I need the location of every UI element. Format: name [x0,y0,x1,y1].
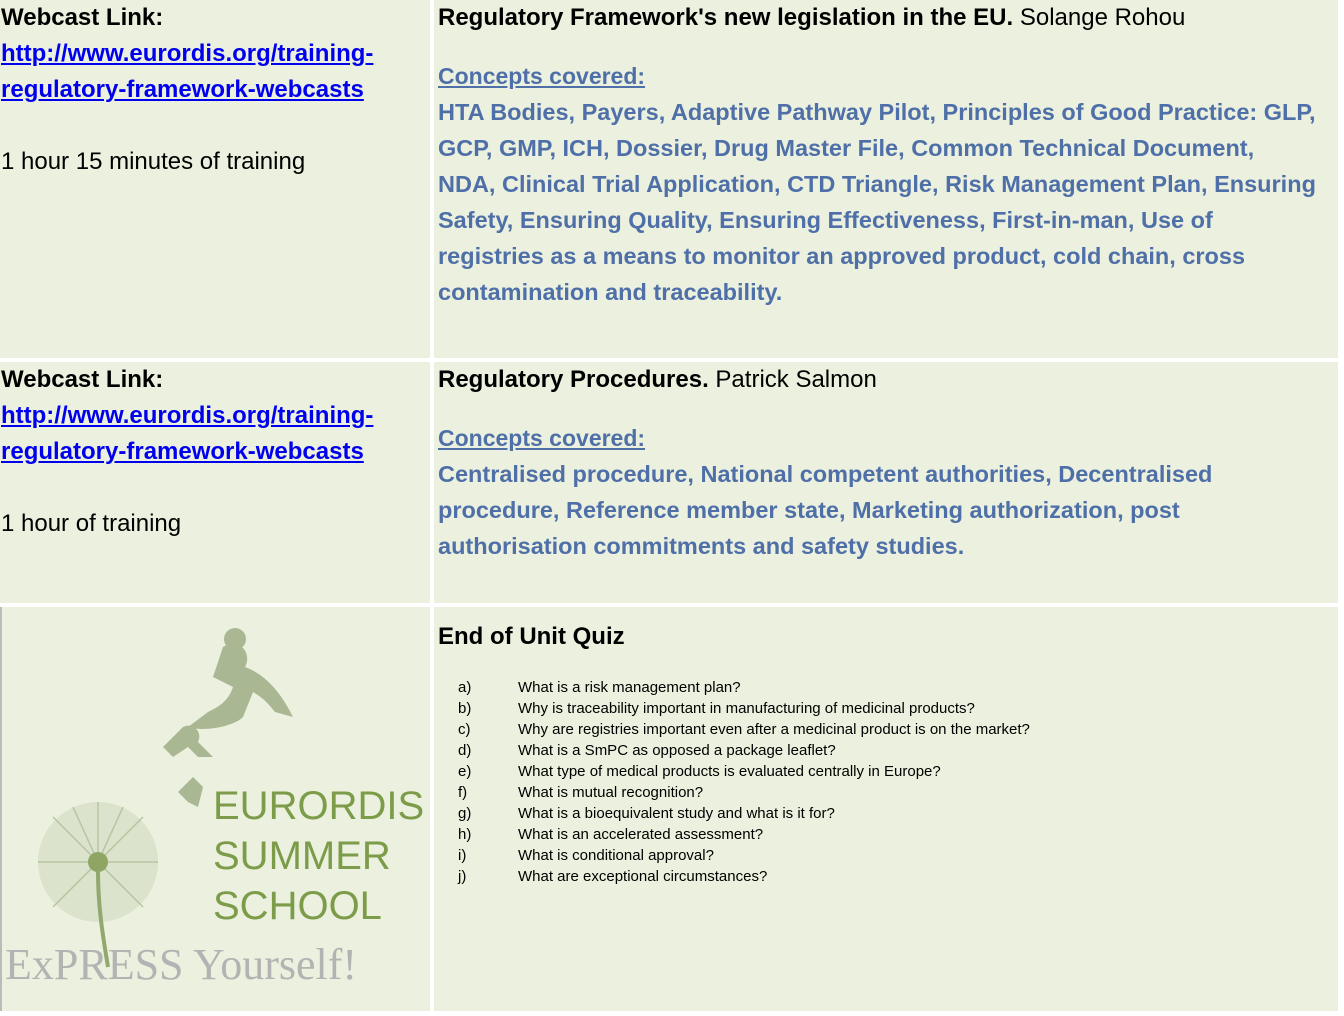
logo-tagline: ExPRESS Yourself! [5,940,357,989]
logo-line: SUMMER [213,834,391,878]
quiz-item: h) What is an accelerated assessment? [438,824,1338,845]
quiz-question: What is conditional approval? [518,847,714,864]
webcast-link[interactable]: regulatory-framework-webcasts [1,76,364,103]
quiz-question: What is an accelerated assessment? [518,826,764,843]
spacer [1,470,430,506]
quiz-item: g) What is a bioequivalent study and what… [438,803,1338,824]
logo-line: EURORDIS [213,784,424,828]
spacer [438,398,1338,420]
spacer [438,36,1338,58]
duration: 1 hour 15 minutes of training [1,148,306,175]
dandelion [38,802,158,968]
quiz-list: a) What is a risk management plan? b) Why i… [438,677,1338,887]
speaker: Patrick Salmon [715,366,877,393]
concepts-heading: Concepts covered: [438,63,646,89]
quiz-question: What is a SmPC as opposed a package leaf… [518,742,836,759]
webcast-label: Webcast Link: [1,366,164,393]
session-heading: Regulatory Framework's new legislation i… [438,0,1338,36]
quiz-letter: f) [458,784,468,801]
logo-figures [163,628,293,807]
left-cell: Webcast Link: http://www.eurordis.org/tra… [0,362,430,603]
quiz-letter: g) [458,805,472,822]
quiz-letter: j) [458,868,467,885]
quiz-question: What is a risk management plan? [518,679,741,696]
session-heading: Regulatory Procedures. Patrick Salmon [438,362,1338,398]
quiz-letter: b) [458,700,472,717]
quiz-letter: e) [458,763,472,780]
spacer [1,108,430,144]
quiz-question: What is a bioequivalent study and what i… [518,805,835,822]
quiz-letter: i) [458,847,467,864]
quiz-title: End of Unit Quiz [438,623,625,650]
quiz-letter: a) [458,679,472,696]
concepts: Centralised procedure, National competen… [438,461,1213,559]
logo-cell: EURORDIS SUMMER SCHOOL ExPRESS Yourself! [0,607,430,1011]
right-cell: Regulatory Procedures. Patrick Salmon Co… [434,362,1338,603]
duration: 1 hour of training [1,510,182,537]
quiz-question: Why is traceability important in manufac… [518,700,975,717]
link-line-wrap: http://www.eurordis.org/training- [1,398,430,434]
quiz-letter: c) [458,721,471,738]
quiz-item: f) What is mutual recognition? [438,782,1338,803]
session-title: Regulatory Framework's new legislation i… [438,4,1014,31]
quiz-letter: h) [458,826,472,843]
quiz-item: e) What type of medical products is evalu… [438,761,1338,782]
session-title: Regulatory Procedures. [438,366,709,393]
logo: EURORDIS SUMMER SCHOOL ExPRESS Yourself! [5,628,424,989]
concepts: HTA Bodies, Payers, Adaptive Pathway Pil… [438,99,1316,305]
quiz-question: What is mutual recognition? [518,784,704,801]
quiz-letter: d) [458,742,472,759]
webcast-link[interactable]: regulatory-framework-webcasts [1,438,364,465]
link-line-wrap: regulatory-framework-webcasts [1,434,430,470]
right-cell: Regulatory Framework's new legislation i… [434,0,1338,358]
quiz-question: What are exceptional circumstances? [518,868,768,885]
quiz-item: i) What is conditional approval? [438,845,1338,866]
link-line-wrap: regulatory-framework-webcasts [1,72,430,108]
quiz-question: What type of medical products is evaluat… [518,763,941,780]
quiz-item: j) What are exceptional circumstances? [438,866,1338,887]
speaker: Solange Rohou [1019,4,1186,31]
logo-line: SCHOOL [213,884,382,928]
webcast-label: Webcast Link: [1,4,164,31]
quiz-item: c) Why are registries important even afte… [438,719,1338,740]
quiz-cell: End of Unit Quiz a) What is a risk manage… [434,607,1338,1011]
quiz-item: a) What is a risk management plan? [438,677,1338,698]
quiz-item: b) Why is traceability important in manuf… [438,698,1338,719]
left-cell: Webcast Link: http://www.eurordis.org/tra… [0,0,430,358]
quiz-item: d) What is a SmPC as opposed a package le… [438,740,1338,761]
quiz-question: Why are registries important even after … [518,721,1030,738]
webcast-link[interactable]: http://www.eurordis.org/training- [1,402,374,429]
link-line-wrap: http://www.eurordis.org/training- [1,36,430,72]
concepts-heading: Concepts covered: [438,425,646,451]
webcast-link[interactable]: http://www.eurordis.org/training- [1,40,374,67]
